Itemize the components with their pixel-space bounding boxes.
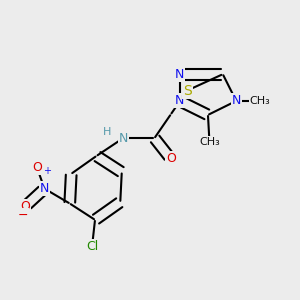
Text: H: H [103,127,111,137]
Text: +: + [44,166,52,176]
Text: O: O [20,200,30,213]
Text: −: − [17,209,28,222]
Text: N: N [175,94,184,107]
Text: O: O [166,152,176,165]
Text: N: N [175,68,184,81]
Text: S: S [183,84,191,98]
Text: N: N [118,132,128,145]
Text: Cl: Cl [86,240,98,253]
Text: N: N [40,182,49,195]
Text: CH₃: CH₃ [199,137,220,147]
Text: CH₃: CH₃ [250,96,270,106]
Text: O: O [32,161,42,174]
Text: N: N [232,94,241,107]
